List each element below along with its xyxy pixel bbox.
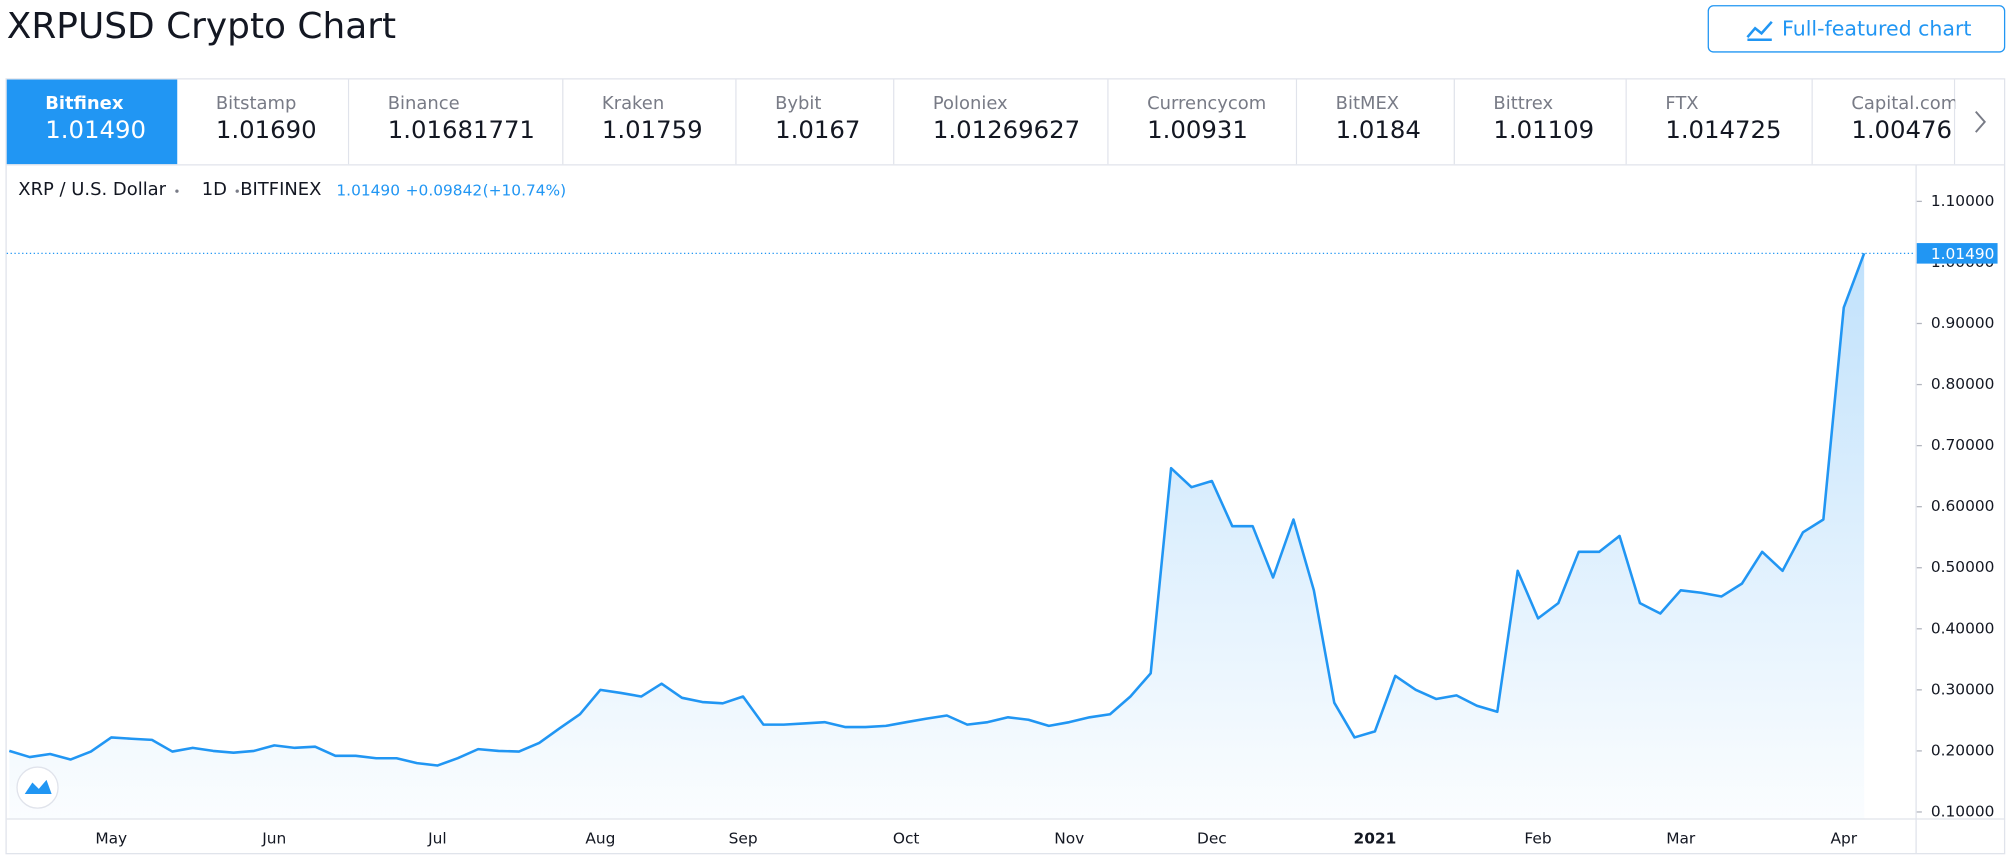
legend-change-pct: (+10.74%) bbox=[483, 182, 567, 200]
tab-bg bbox=[349, 79, 564, 165]
tab-bg bbox=[894, 79, 1109, 165]
x-tick-label: Mar bbox=[1666, 829, 1696, 847]
next-arrow bbox=[1975, 110, 1987, 133]
tab-price: 1.01759 bbox=[602, 115, 703, 144]
tab-bg bbox=[6, 79, 178, 165]
y-tick-label: 0.50000 bbox=[1931, 558, 1995, 576]
tab-name: Bittrex bbox=[1493, 93, 1553, 114]
legend-last: 1.01490 bbox=[336, 182, 400, 200]
x-tick-label: Aug bbox=[585, 829, 615, 847]
plot: 0.10000 0.20000 0.30000 0.40000 0.50000 0.600… bbox=[6, 192, 1998, 847]
x-tick-label: Jul bbox=[427, 829, 447, 847]
logo-mark bbox=[24, 779, 52, 795]
tab-bg bbox=[1454, 79, 1627, 165]
x-tick-label: May bbox=[95, 829, 127, 847]
y-tick-label: 0.80000 bbox=[1931, 375, 1995, 393]
tab-name: Poloniex bbox=[933, 93, 1008, 114]
last-price-label: 1.01490 bbox=[1931, 245, 1995, 263]
legend-separator bbox=[235, 189, 239, 193]
tab-price: 1.01681771 bbox=[388, 115, 535, 144]
tab-bg bbox=[1108, 79, 1298, 165]
legend-interval: 1D bbox=[202, 179, 227, 200]
x-tick-label: Sep bbox=[729, 829, 758, 847]
tab-price: 1.01109 bbox=[1493, 115, 1594, 144]
y-tick-label: 0.70000 bbox=[1931, 436, 1995, 454]
legend-separator bbox=[175, 189, 179, 193]
button-frame bbox=[1707, 5, 2006, 53]
tab-name: Bitfinex bbox=[45, 93, 124, 114]
y-tick-label: 0.40000 bbox=[1931, 619, 1995, 637]
x-tick-label: 2021 bbox=[1354, 829, 1397, 847]
tab-bg bbox=[177, 79, 350, 165]
area-fill bbox=[9, 253, 1865, 819]
x-tick-label: Jun bbox=[261, 829, 286, 847]
tab-price: 1.01690 bbox=[216, 115, 317, 144]
y-tick-label: 0.60000 bbox=[1931, 497, 1995, 515]
x-tick-label: Nov bbox=[1054, 829, 1084, 847]
tabs-next[interactable] bbox=[1955, 79, 2004, 165]
button-label: Full-featured chart bbox=[1782, 17, 1971, 41]
tab-name: Bitstamp bbox=[216, 93, 297, 114]
x-tick-label: Apr bbox=[1830, 829, 1857, 847]
y-tick-label: 0.30000 bbox=[1931, 680, 1995, 698]
tab-bg bbox=[1297, 79, 1455, 165]
tab-name: Kraken bbox=[602, 93, 664, 114]
y-tick-label: 0.90000 bbox=[1931, 314, 1995, 332]
tab-bg bbox=[563, 79, 737, 165]
y-tick-label: 0.20000 bbox=[1931, 741, 1995, 759]
x-tick-label: Oct bbox=[893, 829, 920, 847]
x-tick-label: Feb bbox=[1524, 829, 1551, 847]
tab-bg bbox=[1812, 79, 1956, 165]
exchange-tabs: Bitfinex1.01490Bitstamp1.01690Binance1.0… bbox=[6, 79, 1958, 165]
logo[interactable] bbox=[16, 766, 59, 809]
tab-price: 1.0167 bbox=[775, 115, 860, 144]
tab-bg bbox=[1626, 79, 1813, 165]
widget-frame bbox=[5, 78, 2006, 855]
tab-price: 1.01490 bbox=[45, 115, 146, 144]
page-title: XRPUSD Crypto Chart bbox=[7, 6, 396, 47]
tab-price: 1.00931 bbox=[1147, 115, 1248, 144]
legend-symbol: XRP / U.S. Dollar bbox=[18, 179, 166, 200]
y-tick-label: 0.10000 bbox=[1931, 802, 1995, 820]
tab-name: Currencycom bbox=[1147, 93, 1266, 114]
legend-change: +0.09842 bbox=[406, 182, 482, 200]
last-price-badge bbox=[1916, 243, 1998, 264]
full-chart-button[interactable]: Full-featured chart bbox=[1707, 5, 2006, 53]
x-tick-label: Dec bbox=[1197, 829, 1227, 847]
tab-price: 1.014725 bbox=[1665, 115, 1781, 144]
legend: XRP / U.S. Dollar 1D BITFINEX 1.01490 +0… bbox=[18, 179, 566, 200]
y-tick-label: 1.10000 bbox=[1931, 192, 1995, 210]
tab-price: 1.00476 bbox=[1851, 115, 1952, 144]
tab-name: Binance bbox=[388, 93, 460, 114]
tab-bg bbox=[736, 79, 895, 165]
tab-price: 1.0184 bbox=[1336, 115, 1421, 144]
tab-name: Bybit bbox=[775, 93, 821, 114]
button-icon bbox=[1746, 20, 1773, 42]
tab-name: BitMEX bbox=[1336, 93, 1399, 114]
price-line bbox=[8, 252, 1866, 767]
legend-exchange: BITFINEX bbox=[240, 179, 321, 200]
tab-name: FTX bbox=[1665, 93, 1698, 114]
next-bg bbox=[1955, 79, 2004, 165]
tab-name: Capital.com bbox=[1851, 93, 1958, 114]
tab-price: 1.01269627 bbox=[933, 115, 1080, 144]
